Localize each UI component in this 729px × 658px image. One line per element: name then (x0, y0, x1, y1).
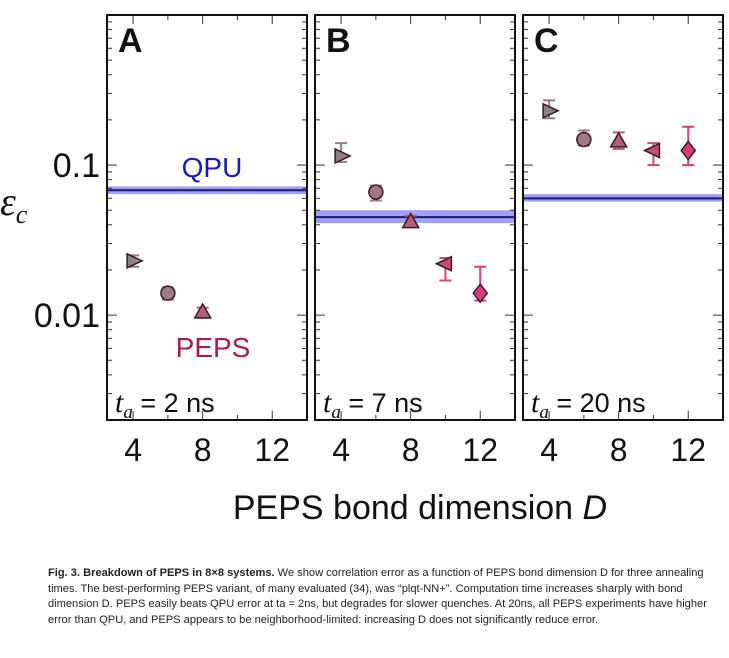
panel-label: A (118, 22, 143, 60)
marker-triangle-left (642, 142, 661, 159)
data-point (160, 285, 176, 301)
panel-label: B (326, 22, 351, 60)
data-point (609, 131, 628, 150)
x-tick-labels: 4 8 12 4 8 12 4 8 12 (124, 432, 706, 468)
data-point (434, 255, 453, 282)
figure-caption: Fig. 3. Breakdown of PEPS in 8×8 systems… (48, 566, 720, 628)
annotation-text: = 7 ns (341, 388, 423, 418)
x-tick-label: 8 (610, 432, 628, 468)
data-point (542, 99, 560, 120)
panel-frame (314, 14, 516, 421)
annotation-var: t (531, 386, 540, 419)
annotation-anneal-time: ta = 20 ns (531, 386, 646, 423)
x-tick-label: 12 (462, 432, 498, 468)
marker-diamond (680, 140, 697, 161)
data-point (576, 129, 592, 148)
marker-circle (576, 131, 592, 148)
y-tick-labels: 0.1 0.01 (34, 147, 100, 335)
panel-frame (106, 14, 308, 421)
peps-label: PEPS (176, 332, 251, 363)
marker-triangle-left (434, 255, 453, 272)
marker-triangle-right (126, 252, 144, 270)
x-tick-label: 8 (194, 432, 212, 468)
data-point (334, 142, 352, 165)
x-axis-label: PEPS bond dimension D (233, 489, 607, 527)
y-tick-label: 0.1 (53, 147, 100, 185)
annotation-sub: a (331, 402, 341, 423)
x-tick-label: 12 (670, 432, 706, 468)
y-tick-label: 0.01 (34, 297, 100, 335)
marker-triangle-right (542, 102, 560, 119)
data-point (368, 184, 384, 202)
x-tick-label: 4 (332, 432, 350, 468)
qpu-label: QPU (182, 152, 243, 183)
data-point (472, 265, 489, 304)
annotation-sub: a (539, 402, 549, 423)
x-tick-label: 4 (124, 432, 142, 468)
y-axis-label: εc (0, 179, 28, 229)
marker-triangle-up (401, 212, 420, 229)
annotation-anneal-time: ta = 2 ns (115, 386, 215, 423)
annotation-sub: a (123, 402, 133, 423)
panel-c: Cta = 20 ns (522, 14, 724, 423)
annotation-anneal-time: ta = 7 ns (323, 386, 423, 423)
data-point (126, 252, 144, 270)
annotation-var: t (115, 386, 124, 419)
data-point (401, 212, 420, 229)
panel-b: Bta = 7 ns (314, 14, 516, 423)
x-tick-label: 12 (254, 432, 290, 468)
annotation-var: t (323, 386, 332, 419)
marker-circle (160, 285, 176, 301)
marker-diamond (472, 282, 489, 304)
data-point (680, 125, 697, 167)
marker-circle (368, 184, 384, 200)
marker-triangle-up (193, 302, 212, 319)
data-point (193, 302, 212, 319)
panel-frame (522, 14, 724, 421)
caption-body: We show correlation error as a function … (48, 567, 707, 626)
caption-lead: Fig. 3. Breakdown of PEPS in 8×8 systems… (48, 567, 275, 579)
annotation-text: = 20 ns (549, 388, 646, 418)
annotation-text: = 2 ns (133, 388, 215, 418)
panel-label: C (534, 22, 559, 60)
panel-a: Ata = 2 ns (106, 14, 308, 423)
marker-triangle-up (609, 131, 628, 148)
data-point (642, 142, 661, 167)
marker-triangle-right (334, 147, 352, 165)
x-tick-label: 8 (402, 432, 420, 468)
x-tick-label: 4 (540, 432, 558, 468)
